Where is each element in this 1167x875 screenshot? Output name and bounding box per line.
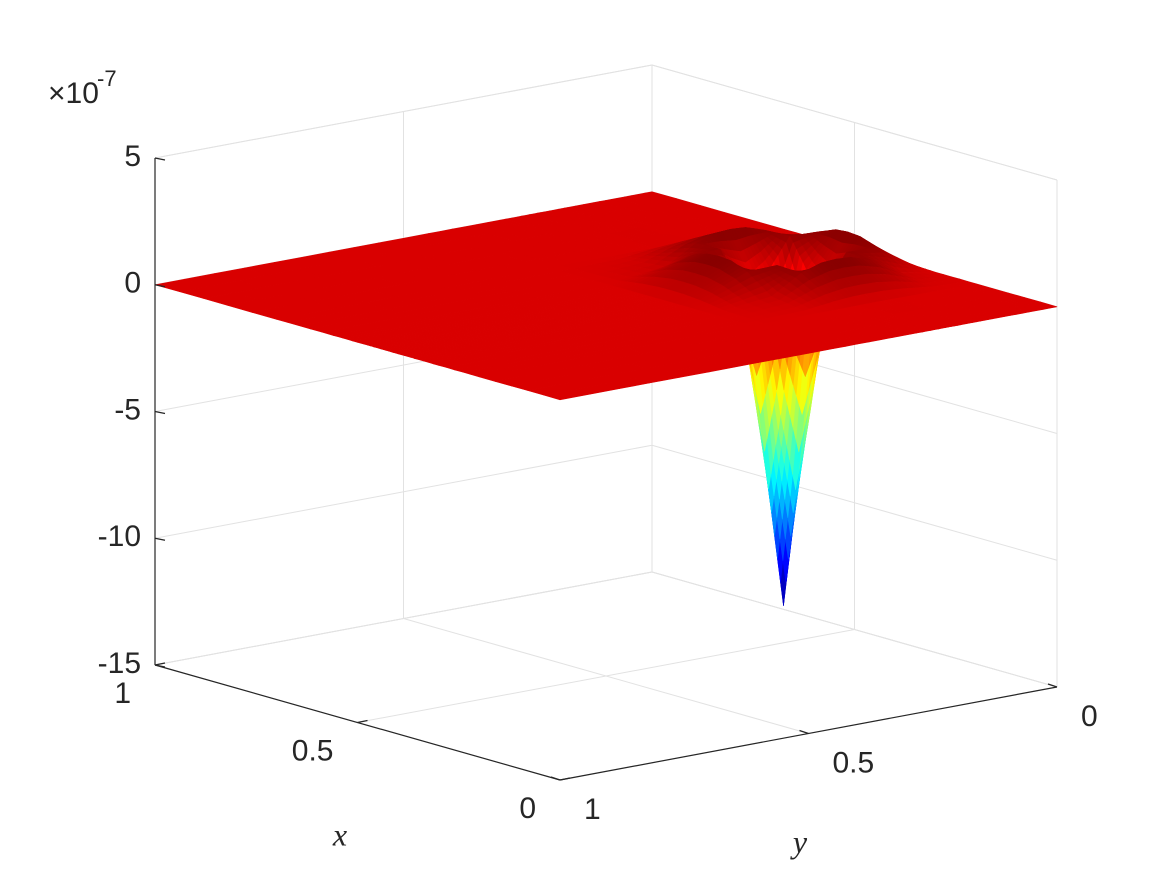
- surface: [154, 191, 1058, 606]
- z-tick-label: 5: [124, 140, 141, 173]
- x-axis-line: [154, 664, 561, 781]
- z-tick-label: -15: [98, 647, 141, 680]
- x-tick-mark: [357, 719, 368, 724]
- z-multiplier-exponent: -7: [97, 66, 117, 91]
- y-tick-label: 0.5: [833, 746, 875, 779]
- z-tick-mark: [154, 537, 166, 541]
- grid-line: [651, 571, 1058, 688]
- z-tick-label: 0: [124, 267, 141, 300]
- y-tick-mark: [1047, 683, 1058, 688]
- surface-patch: [543, 389, 591, 401]
- x-tick-label: 1: [114, 677, 131, 710]
- x-tick-mark: [154, 662, 166, 666]
- axes-background: [154, 64, 1058, 781]
- y-tick-label: 0: [1081, 700, 1098, 733]
- x-tick-label: 0: [519, 792, 536, 825]
- axes-foreground: -15 -10 -5 0 5 0 0.5 1 0 0.5 1: [98, 140, 1098, 826]
- z-tick-mark: [154, 157, 166, 161]
- x-tick-label: 0.5: [292, 734, 334, 767]
- z-multiplier-base: ×10: [48, 77, 99, 110]
- y-axis-label: y: [790, 823, 808, 859]
- y-axis-line: [559, 686, 1058, 781]
- x-axis-label: x: [332, 816, 347, 852]
- y-tick-label: 1: [584, 793, 601, 826]
- z-tick-mark: [154, 410, 166, 415]
- y-tick-mark: [799, 729, 809, 735]
- z-tick-label: -5: [114, 393, 141, 426]
- z-tick-label: -10: [98, 520, 141, 553]
- z-tick-mark: [154, 284, 166, 288]
- grid-line: [403, 618, 809, 734]
